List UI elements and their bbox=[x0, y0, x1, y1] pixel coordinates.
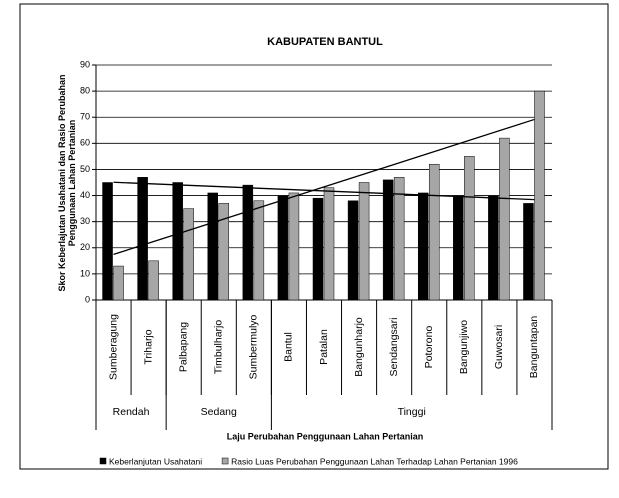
legend-label: Rasio Luas Perubahan Penggunaan Lahan Te… bbox=[231, 456, 518, 466]
y-tick-label: 30 bbox=[80, 216, 90, 226]
x-tick-label: Sumberagung bbox=[107, 314, 119, 380]
legend-swatch bbox=[99, 457, 107, 465]
bar bbox=[113, 265, 124, 301]
bar bbox=[347, 200, 359, 301]
bar bbox=[464, 156, 475, 301]
y-tick-label: 60 bbox=[80, 138, 90, 148]
bar bbox=[428, 163, 440, 301]
y-tick-label: 20 bbox=[80, 242, 90, 252]
bar bbox=[172, 182, 183, 301]
bar bbox=[499, 137, 510, 301]
bar bbox=[523, 203, 534, 301]
trendline bbox=[113, 181, 535, 201]
bar bbox=[102, 182, 113, 301]
bar bbox=[137, 177, 148, 301]
group-label: Tinggi bbox=[398, 406, 426, 418]
x-tick-label: Potorono bbox=[423, 326, 435, 369]
bar bbox=[382, 179, 394, 301]
y-tick-label: 80 bbox=[80, 85, 90, 95]
y-tick-label: 0 bbox=[85, 294, 90, 304]
x-tick-label: Sendangsari bbox=[388, 318, 400, 377]
legend-label: Keberlanjutan Usahatani bbox=[109, 456, 202, 466]
x-tick-label: Bangunharjo bbox=[353, 317, 365, 377]
x-tick-label: Bantul bbox=[283, 332, 295, 362]
y-tick-label: 50 bbox=[80, 164, 90, 174]
bar bbox=[148, 260, 159, 301]
bar bbox=[323, 187, 335, 301]
bar bbox=[253, 200, 265, 301]
bar bbox=[358, 182, 370, 301]
x-tick-label: Guwosari bbox=[493, 325, 505, 369]
bar bbox=[453, 195, 464, 301]
x-tick-label: Timbulharjo bbox=[213, 320, 225, 375]
bar bbox=[417, 192, 429, 301]
x-tick-label: Banguntapan bbox=[528, 316, 540, 379]
bar bbox=[207, 192, 219, 301]
bar bbox=[488, 195, 499, 301]
bar bbox=[242, 184, 254, 301]
group-label: Sedang bbox=[201, 406, 237, 418]
y-axis-label: Skor Keberlajutan Usahatani dan Rasio Pe… bbox=[57, 74, 77, 291]
y-tick-label: 40 bbox=[80, 190, 90, 200]
y-tick-label: 90 bbox=[80, 59, 90, 69]
bar bbox=[277, 195, 289, 301]
bar bbox=[534, 90, 545, 301]
trendline bbox=[113, 118, 535, 256]
bar bbox=[393, 177, 405, 301]
x-tick-label: Triharjo bbox=[142, 329, 154, 364]
y-axis-label-text: Skor Keberlajutan Usahatani dan Rasio Pe… bbox=[57, 74, 77, 291]
x-axis-label: Laju Perubahan Penggunaan Lahan Pertania… bbox=[227, 431, 424, 441]
x-tick-label: Palbapang bbox=[177, 322, 189, 372]
chart-title: KABUPATEN BANTUL bbox=[267, 36, 383, 48]
bar bbox=[183, 208, 194, 301]
x-tick-label: Patalan bbox=[318, 329, 330, 365]
group-label: Rendah bbox=[113, 406, 150, 418]
y-tick-label: 10 bbox=[80, 268, 90, 278]
bar bbox=[312, 197, 324, 301]
x-tick-label: Sumbermulyo bbox=[248, 314, 260, 379]
legend-swatch bbox=[221, 457, 229, 465]
x-tick-label: Bangunjiwo bbox=[458, 320, 470, 374]
y-tick-label: 70 bbox=[80, 112, 90, 122]
bar bbox=[218, 203, 230, 301]
bar bbox=[288, 192, 300, 301]
